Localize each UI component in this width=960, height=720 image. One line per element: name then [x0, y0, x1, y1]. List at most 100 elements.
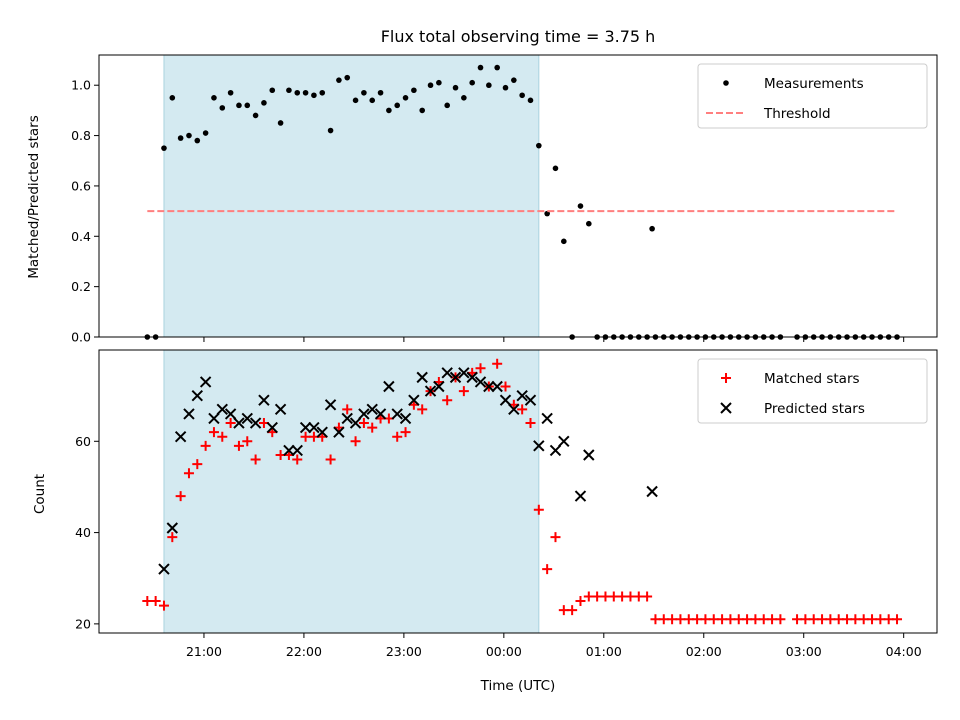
x-tick-label: 00:00 — [486, 644, 522, 659]
measurement-point — [361, 89, 367, 96]
predicted-star-point — [216, 403, 228, 416]
matched-star-point — [642, 591, 653, 602]
matched-star-point — [192, 459, 203, 470]
predicted-star-point — [474, 376, 487, 388]
predicted-star-point — [408, 394, 420, 406]
measurement-point — [186, 132, 192, 139]
measurement-point — [419, 107, 426, 114]
top-plot-ticks: 0.0 0.2 0.4 0.6 0.8 1.0 — [71, 78, 905, 345]
predicted-star-point — [274, 403, 287, 416]
legend-x-marker — [720, 402, 732, 414]
x-tick-label: 01:00 — [586, 644, 622, 659]
legend-plus-marker — [721, 373, 731, 383]
predicted-star-point — [224, 408, 237, 420]
matched-star-point — [575, 596, 586, 607]
x-tick-label: 23:00 — [386, 644, 422, 659]
measurement-point — [286, 87, 292, 94]
predicted-star-point — [499, 394, 512, 406]
measurement-point — [511, 77, 517, 83]
matched-star-point — [367, 422, 378, 433]
matched-star-point — [233, 440, 244, 451]
bottom-legend: Matched stars Predicted stars — [697, 358, 928, 424]
measurement-point — [552, 165, 559, 172]
predicted-star-point — [266, 421, 278, 434]
measurement-point — [469, 79, 475, 86]
matched-star-point — [250, 454, 261, 465]
measurement-point — [427, 82, 434, 89]
predicted-star-point — [299, 421, 312, 434]
predicted-star-point — [441, 367, 453, 379]
measurement-point — [386, 107, 392, 114]
predicted-star-point — [516, 389, 528, 402]
matched-star-point — [158, 600, 169, 611]
matched-star-point — [392, 431, 403, 442]
matched-star-point — [183, 468, 194, 479]
predicted-star-point — [416, 371, 428, 384]
y-tick-label: 0.0 — [71, 330, 91, 345]
legend-entry-label: Measurements — [764, 76, 864, 92]
predicted-star-point — [366, 403, 378, 416]
predicted-star-point — [258, 394, 270, 406]
predicted-star-point — [508, 403, 520, 416]
matched-star-point — [892, 614, 903, 625]
predicted-star-point — [374, 408, 387, 420]
predicted-star-point — [541, 412, 553, 425]
measurement-point — [452, 84, 459, 91]
matched-star-point — [167, 532, 178, 543]
measurement-point — [394, 102, 401, 109]
measurement-point — [577, 203, 584, 209]
matched-star-point — [550, 532, 561, 543]
predicted-star-point — [349, 417, 362, 429]
measurement-point — [369, 97, 376, 104]
predicted-star-point — [333, 426, 345, 438]
measurement-point — [161, 145, 167, 151]
predicted-star-point — [166, 522, 179, 534]
measurement-point — [377, 89, 384, 96]
legend-entry-label: Predicted stars — [764, 401, 865, 417]
measurement-point — [219, 105, 226, 111]
measurement-point — [302, 89, 309, 96]
matched-star-point — [775, 614, 786, 625]
predicted-star-point — [358, 408, 370, 420]
matched-star-point — [500, 381, 511, 392]
y-tick-label: 60 — [75, 434, 91, 449]
predicted-star-point — [191, 389, 204, 402]
matched-star-point — [325, 454, 336, 465]
measurement-point — [319, 89, 326, 96]
measurement-point — [544, 210, 550, 217]
measurement-point — [519, 92, 525, 99]
predicted-star-point — [383, 380, 395, 393]
measurement-point — [527, 97, 534, 104]
predicted-star-point — [283, 444, 295, 457]
x-tick-label: 22:00 — [286, 644, 322, 659]
measurement-point — [561, 238, 567, 245]
predicted-star-point — [208, 412, 220, 425]
measurement-point — [336, 77, 342, 83]
predicted-star-point — [233, 417, 245, 429]
chart-title: Flux total observing time = 3.75 h — [381, 27, 656, 46]
measurement-point — [227, 89, 234, 96]
predicted-star-point — [449, 371, 462, 384]
matched-star-point — [358, 418, 369, 429]
observing-window-shade-top — [163, 54, 540, 338]
measurement-point — [194, 137, 201, 144]
y-tick-label: 0.8 — [71, 128, 91, 143]
measurement-point — [486, 82, 492, 89]
legend-entry-label: Threshold — [763, 106, 831, 122]
measurement-point — [202, 130, 209, 136]
legend-dot-marker — [723, 80, 729, 86]
predicted-star-point — [249, 417, 262, 429]
predicted-star-point — [574, 490, 587, 502]
top-plot: 0.0 0.2 0.4 0.6 0.8 1.0 Matched/Predicted sta… — [26, 54, 938, 345]
predicted-star-point — [524, 394, 537, 406]
y-tick-label: 0.2 — [71, 279, 91, 294]
y-tick-label: 40 — [75, 525, 91, 540]
measurement-point — [327, 127, 334, 134]
top-y-axis-label: Matched/Predicted stars — [26, 115, 42, 278]
matched-star-point — [492, 358, 503, 369]
measurement-point — [477, 64, 484, 71]
predicted-star-point — [533, 440, 545, 452]
predicted-star-point — [424, 385, 437, 397]
predicted-star-point — [458, 367, 470, 379]
